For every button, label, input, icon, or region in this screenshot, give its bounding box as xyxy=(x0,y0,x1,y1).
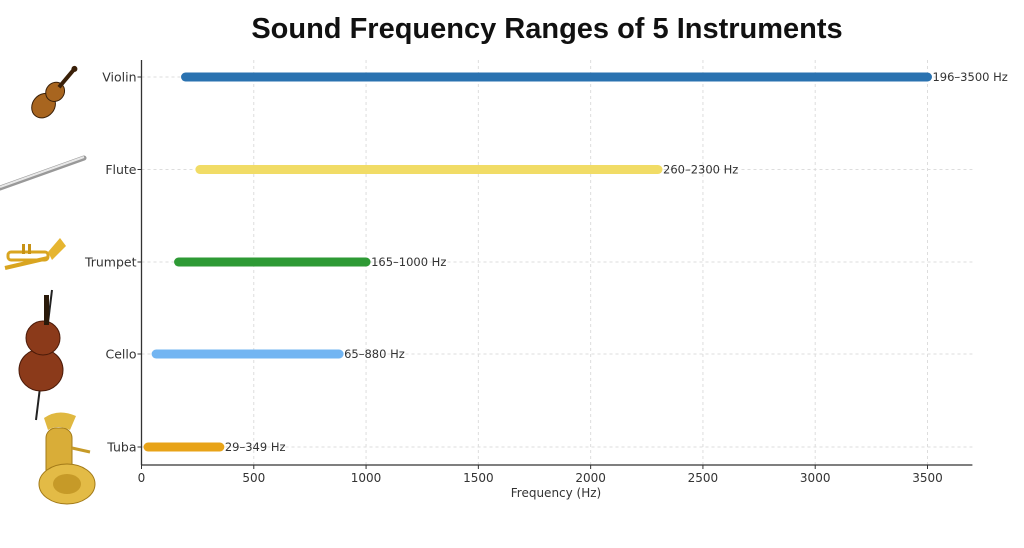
y-tick-label: Cello xyxy=(105,347,136,362)
x-tick-label: 500 xyxy=(242,471,265,485)
x-tick-label: 3500 xyxy=(912,471,943,485)
range-label: 260–2300 Hz xyxy=(663,163,738,177)
x-tick-label: 1500 xyxy=(463,471,494,485)
x-axis-label: Frequency (Hz) xyxy=(511,486,602,500)
tuba-icon xyxy=(38,412,96,505)
range-label: 196–3500 Hz xyxy=(932,70,1007,84)
x-tick-label: 3000 xyxy=(800,471,831,485)
y-tick-label: Flute xyxy=(105,162,136,177)
trumpet-icon xyxy=(4,238,66,270)
range-label: 165–1000 Hz xyxy=(371,255,446,269)
flute-icon xyxy=(0,155,87,191)
chart-title: Sound Frequency Ranges of 5 Instruments xyxy=(251,13,842,45)
range-label: 29–349 Hz xyxy=(225,440,286,454)
violin-icon xyxy=(31,65,78,119)
x-tick-label: 2000 xyxy=(575,471,606,485)
range-label: 65–880 Hz xyxy=(344,347,405,361)
x-tick-label: 1000 xyxy=(351,471,382,485)
y-tick-label: Violin xyxy=(102,70,136,85)
x-tick-label: 0 xyxy=(138,471,146,485)
y-tick-label: Tuba xyxy=(106,440,136,455)
cello-icon xyxy=(18,289,64,421)
y-tick-label: Trumpet xyxy=(84,255,137,270)
x-tick-label: 2500 xyxy=(688,471,719,485)
